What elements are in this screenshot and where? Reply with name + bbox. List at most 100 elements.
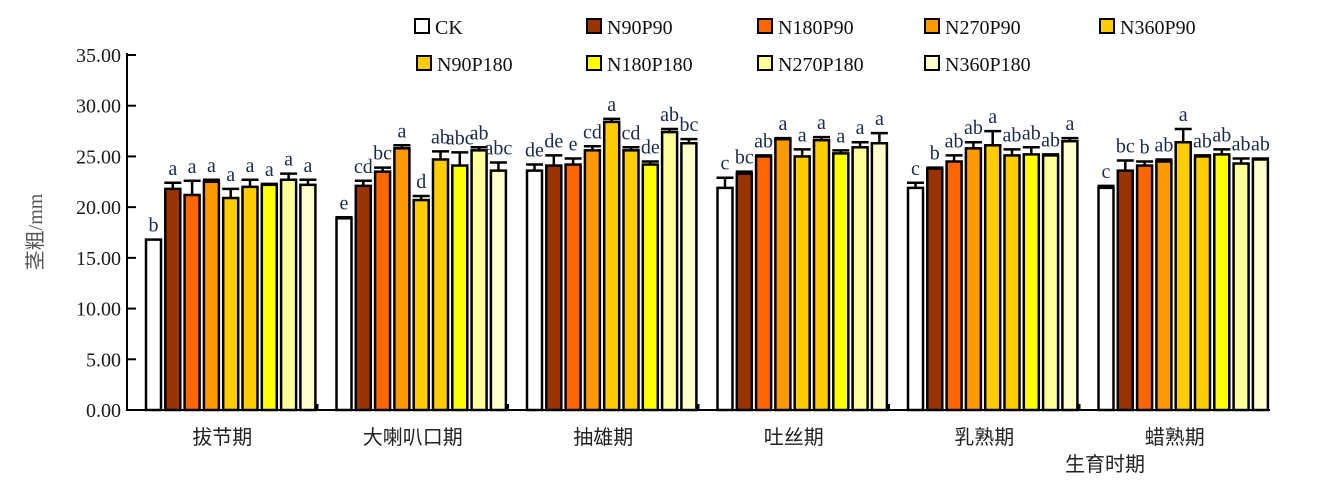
bar — [680, 141, 698, 412]
bar — [1193, 155, 1212, 412]
significance-label: b — [149, 215, 159, 237]
x-tick-label: 拔节期 — [192, 426, 252, 449]
significance-label: ab — [1232, 133, 1251, 155]
bar — [431, 158, 450, 412]
bar — [1135, 164, 1154, 412]
bar — [870, 141, 889, 412]
significance-label: de — [544, 130, 563, 152]
significance-label: ab — [470, 122, 489, 144]
legend-swatch — [924, 55, 940, 71]
significance-label: a — [1065, 113, 1074, 135]
bar — [525, 169, 544, 412]
bar — [1041, 154, 1060, 412]
bar — [354, 184, 373, 412]
bar — [945, 160, 963, 412]
significance-label: a — [988, 106, 997, 128]
significance-label: b — [930, 143, 940, 165]
bar — [793, 155, 811, 412]
bar — [489, 169, 508, 412]
bar — [622, 149, 640, 412]
x-tick-label: 吐丝期 — [764, 426, 824, 449]
legend-swatch — [416, 55, 432, 71]
bar — [412, 198, 430, 412]
bar — [1251, 158, 1270, 412]
significance-label: c — [1102, 161, 1111, 183]
bar — [964, 147, 983, 412]
significance-label: bc — [373, 143, 392, 165]
significance-label: d — [416, 171, 426, 193]
significance-label: ab — [1041, 129, 1060, 151]
bar — [393, 147, 411, 412]
y-tick-label: 20.00 — [76, 197, 121, 219]
significance-label: a — [246, 155, 255, 177]
bar — [851, 146, 869, 412]
y-tick-label: 25.00 — [76, 146, 121, 168]
bar — [906, 186, 925, 412]
significance-label: a — [817, 112, 826, 134]
significance-label: cd — [622, 122, 641, 144]
legend: CK N90P90 N180P90 N270P90 N360P90 N90P180 N180… — [414, 17, 1196, 76]
y-axis-title: 茎粗/mm — [24, 193, 47, 270]
bar — [241, 185, 259, 412]
significance-label: abc — [446, 127, 474, 149]
significance-label: a — [207, 155, 216, 177]
bar — [602, 120, 621, 412]
y-tick-label: 5.00 — [86, 349, 121, 371]
bar — [812, 138, 831, 412]
bar — [335, 217, 353, 412]
legend-swatch — [1099, 18, 1115, 34]
bar — [583, 149, 602, 412]
significance-label: a — [875, 108, 884, 130]
legend-label: N90P180 — [437, 54, 513, 76]
bar — [1022, 153, 1041, 412]
bar — [1061, 139, 1079, 412]
bar — [260, 183, 279, 412]
x-tick-label: 蜡熟期 — [1145, 426, 1205, 449]
y-tick-label: 10.00 — [76, 299, 121, 321]
bar — [983, 144, 1002, 412]
y-tick-label: 0.00 — [86, 400, 121, 422]
significance-label: a — [168, 158, 177, 180]
bar — [774, 137, 792, 412]
bar — [470, 149, 488, 412]
legend-label: CK — [435, 17, 463, 39]
significance-label: bc — [735, 147, 754, 169]
significance-label: ab — [1154, 134, 1173, 156]
bar — [1116, 169, 1135, 412]
x-tick-label: 大喇叭口期 — [363, 426, 463, 449]
significance-label: c — [911, 158, 920, 180]
significance-label: ab — [1003, 124, 1022, 146]
bar — [1213, 153, 1231, 412]
significance-label: e — [340, 192, 349, 214]
significance-label: a — [284, 149, 293, 171]
x-tick-label: 抽雄期 — [573, 426, 633, 449]
y-tick-label: 30.00 — [76, 96, 121, 118]
legend-swatch — [586, 55, 602, 71]
significance-label: abc — [485, 138, 513, 160]
significance-label: bc — [679, 114, 698, 136]
significance-label: ab — [1212, 124, 1231, 146]
bar — [1003, 154, 1021, 412]
bar — [279, 178, 298, 412]
significance-label: a — [265, 159, 274, 181]
significance-label: de — [525, 140, 544, 162]
significance-label: a — [836, 125, 845, 147]
legend-swatch — [586, 18, 602, 34]
x-axis-title: 生育时期 — [1065, 453, 1145, 476]
bar — [832, 152, 850, 412]
significance-label: a — [778, 113, 787, 135]
legend-label: N270P180 — [778, 54, 864, 76]
significance-label: ab — [1022, 122, 1041, 144]
bar — [754, 155, 773, 412]
bar — [545, 164, 563, 412]
significance-label: b — [1140, 137, 1150, 159]
bar — [716, 186, 734, 412]
bar — [221, 196, 240, 412]
significance-label: ab — [431, 126, 450, 148]
bar — [660, 130, 679, 412]
significance-label: de — [641, 137, 660, 159]
bar — [451, 164, 469, 412]
significance-label: ab — [754, 130, 773, 152]
